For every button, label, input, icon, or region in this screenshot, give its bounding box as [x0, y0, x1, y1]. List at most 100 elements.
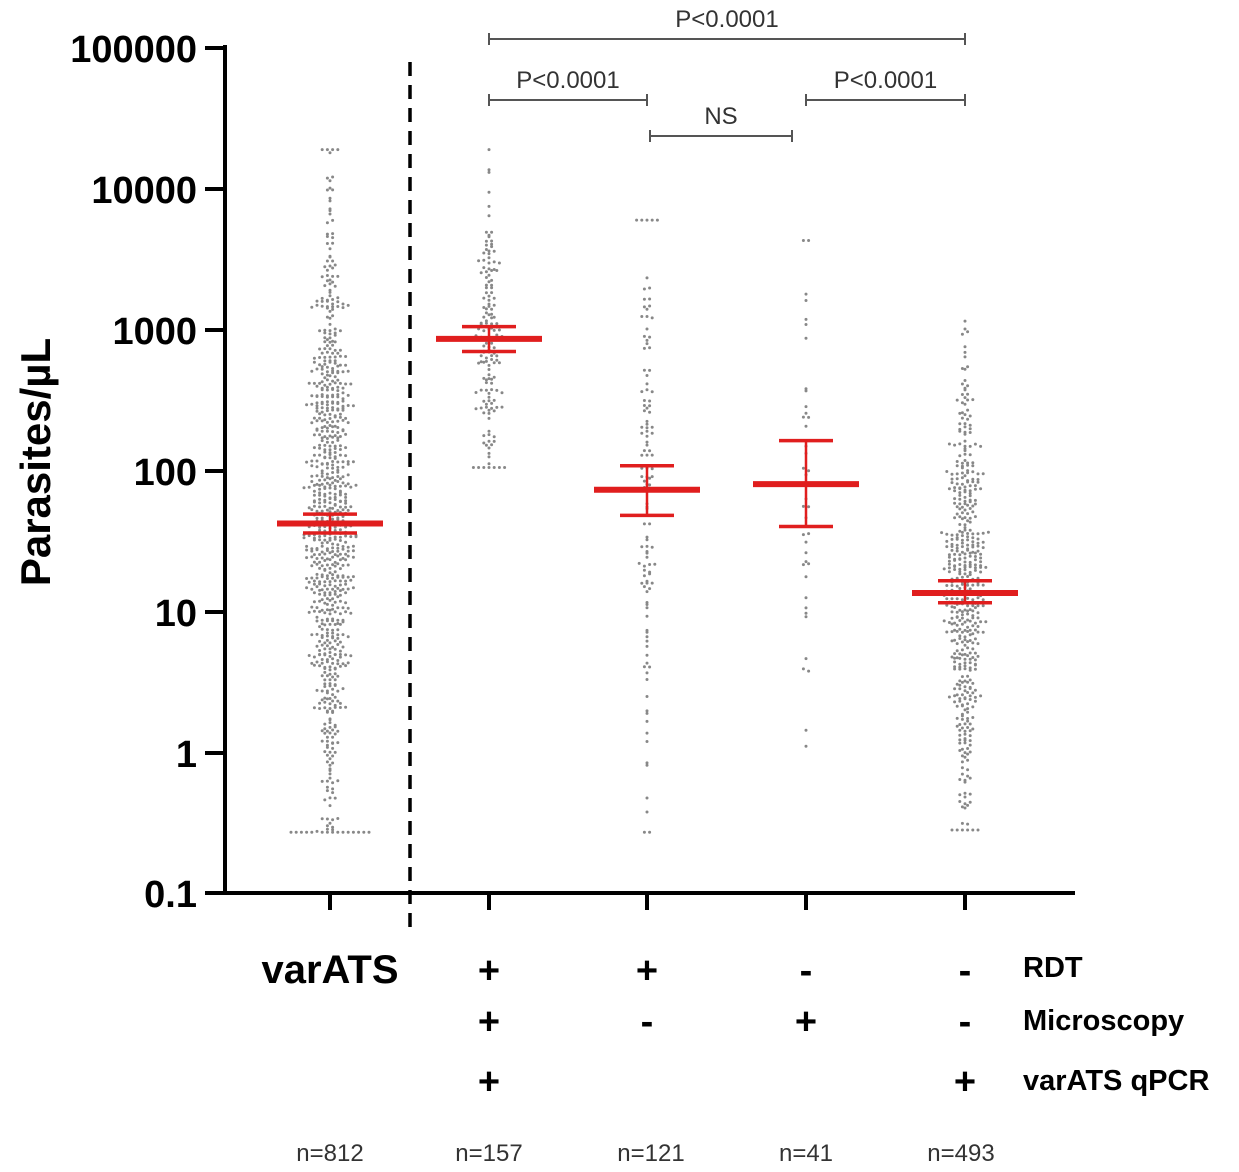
- data-point: [487, 462, 491, 466]
- data-point: [305, 460, 309, 464]
- data-point: [328, 697, 332, 700]
- data-point: [338, 664, 342, 668]
- data-point: [958, 728, 962, 732]
- data-point: [955, 828, 959, 832]
- rdt-sign: +: [478, 950, 500, 992]
- data-point: [346, 404, 350, 407]
- data-point: [344, 558, 348, 562]
- data-point: [328, 776, 332, 780]
- data-point: [484, 341, 488, 345]
- data-point: [968, 657, 972, 661]
- data-point: [325, 602, 329, 606]
- data-point: [328, 665, 332, 669]
- data-point: [953, 656, 957, 660]
- data-point: [947, 695, 951, 699]
- data-point: [346, 830, 350, 834]
- data-point: [958, 515, 962, 519]
- data-point: [318, 446, 322, 450]
- data-point: [338, 477, 342, 481]
- data-point: [963, 367, 967, 371]
- data-point: [318, 416, 322, 420]
- data-point: [315, 557, 319, 560]
- data-point: [338, 354, 342, 358]
- data-point: [963, 697, 967, 701]
- data-point: [635, 218, 639, 222]
- data-point: [968, 722, 972, 726]
- data-point: [645, 630, 649, 634]
- data-point: [966, 710, 970, 714]
- data-point: [310, 555, 314, 559]
- data-point: [640, 475, 644, 479]
- data-point: [645, 422, 649, 426]
- data-point: [336, 408, 340, 412]
- data-point: [328, 486, 332, 490]
- data-point: [963, 439, 967, 443]
- data-point: [323, 359, 327, 363]
- data-point: [336, 431, 340, 434]
- data-point: [331, 619, 335, 623]
- data-point: [968, 668, 972, 672]
- data-point: [333, 653, 337, 657]
- data-point: [968, 628, 972, 632]
- n-label: n=493: [927, 1140, 994, 1167]
- data-point: [960, 726, 964, 730]
- data-point: [338, 415, 342, 419]
- data-point: [955, 546, 959, 550]
- data-point: [318, 483, 322, 487]
- data-point: [318, 497, 322, 501]
- data-point: [341, 475, 345, 479]
- data-point: [801, 667, 805, 671]
- data-point: [341, 547, 345, 551]
- data-point: [323, 538, 327, 542]
- data-point: [323, 494, 327, 498]
- data-point: [328, 821, 332, 825]
- data-point: [966, 471, 970, 475]
- data-point: [482, 399, 486, 403]
- data-point: [328, 278, 332, 282]
- data-point: [955, 464, 959, 468]
- data-point: [953, 516, 957, 520]
- data-point: [958, 679, 962, 683]
- data-point: [503, 466, 507, 469]
- data-point: [960, 530, 964, 534]
- data-point: [487, 408, 491, 412]
- data-point: [963, 379, 967, 382]
- data-point: [315, 606, 319, 610]
- data-point: [336, 480, 340, 483]
- data-point: [341, 508, 345, 512]
- data-point: [344, 501, 348, 505]
- data-point: [323, 584, 327, 588]
- data-point: [807, 669, 811, 673]
- data-point: [312, 663, 316, 667]
- data-point: [320, 674, 324, 678]
- data-point: [484, 359, 488, 363]
- n-label: n=812: [296, 1140, 363, 1167]
- data-point: [336, 364, 340, 368]
- n-label: n=41: [779, 1140, 833, 1167]
- microscopy-sign: -: [959, 1001, 972, 1043]
- y-tick-label: 100: [134, 452, 197, 494]
- data-point: [958, 422, 962, 426]
- data-point: [650, 218, 654, 222]
- rdt-sign: -: [959, 950, 972, 992]
- data-point: [955, 533, 959, 537]
- data-point: [958, 567, 962, 571]
- data-point: [966, 583, 970, 587]
- data-point: [976, 654, 980, 658]
- data-point: [482, 441, 486, 445]
- data-point: [338, 448, 342, 451]
- data-point: [960, 461, 964, 465]
- data-point: [302, 486, 306, 490]
- data-point: [328, 506, 332, 510]
- data-point: [323, 798, 327, 802]
- data-point: [642, 399, 646, 402]
- data-point: [331, 506, 335, 510]
- data-point: [981, 472, 985, 476]
- data-point: [492, 375, 496, 379]
- data-point: [963, 516, 967, 520]
- data-point: [320, 275, 324, 279]
- data-point: [981, 583, 985, 587]
- data-point: [655, 218, 659, 222]
- data-point: [492, 296, 496, 300]
